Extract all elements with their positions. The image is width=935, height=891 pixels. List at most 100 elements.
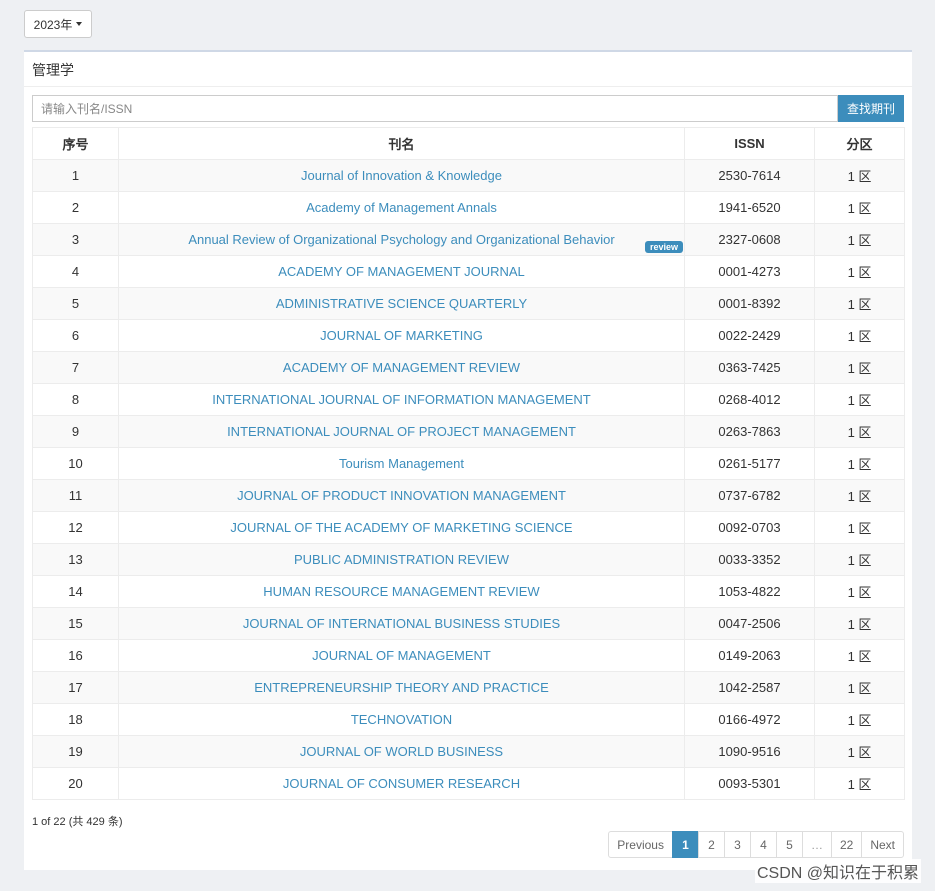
- table-row: 1 Journal of Innovation & Knowledge 2530-7…: [32, 159, 905, 192]
- row-journal-cell: ENTREPRENEURSHIP THEORY AND PRACTICE: [118, 671, 685, 704]
- journal-link[interactable]: ACADEMY OF MANAGEMENT JOURNAL: [278, 264, 525, 279]
- row-issn: 0001-4273: [684, 255, 815, 288]
- journal-link[interactable]: PUBLIC ADMINISTRATION REVIEW: [293, 552, 509, 567]
- journal-link[interactable]: INTERNATIONAL JOURNAL OF PROJECT MANAGEM…: [227, 424, 576, 439]
- header-journal-name: 刊名: [118, 127, 685, 160]
- table-row: 12 JOURNAL OF THE ACADEMY OF MARKETING SC…: [32, 511, 905, 544]
- journal-link[interactable]: Tourism Management: [339, 456, 464, 471]
- table-header-row: 序号 刊名 ISSN 分区: [32, 127, 905, 160]
- pagination-previous[interactable]: Previous: [608, 831, 673, 858]
- row-zone: 1 区: [814, 383, 905, 416]
- row-issn: 0022-2429: [684, 319, 815, 352]
- row-zone: 1 区: [814, 351, 905, 384]
- table-row: 4 ACADEMY OF MANAGEMENT JOURNAL 0001-4273 1…: [32, 255, 905, 288]
- row-issn: 0033-3352: [684, 543, 815, 576]
- table-row: 13 PUBLIC ADMINISTRATION REVIEW 0033-3352 1…: [32, 543, 905, 576]
- journal-link[interactable]: JOURNAL OF MANAGEMENT: [312, 648, 491, 663]
- journal-link[interactable]: ADMINISTRATIVE SCIENCE QUARTERLY: [275, 296, 528, 311]
- journal-link[interactable]: Journal of Innovation & Knowledge: [301, 168, 502, 183]
- row-journal-cell: JOURNAL OF INTERNATIONAL BUSINESS STUDIE…: [118, 607, 685, 640]
- journal-table: 序号 刊名 ISSN 分区 1 Journal of Innovation & K…: [32, 127, 905, 800]
- row-journal-cell: Tourism Management: [118, 447, 685, 480]
- row-index: 12: [32, 511, 119, 544]
- header-zone: 分区: [814, 127, 905, 160]
- journal-panel: 管理学 查找期刊 序号 刊名 ISSN 分区 1 Journal of Innov…: [24, 50, 912, 870]
- row-index: 15: [32, 607, 119, 640]
- pagination-ellipsis: …: [801, 831, 832, 858]
- review-badge: review: [644, 241, 683, 253]
- row-zone: 1 区: [814, 511, 905, 544]
- row-journal-cell: JOURNAL OF PRODUCT INNOVATION MANAGEMENT: [118, 479, 685, 512]
- row-issn: 1053-4822: [684, 575, 815, 608]
- pagination-page-3[interactable]: 3: [723, 831, 751, 858]
- journal-link[interactable]: ACADEMY OF MANAGEMENT REVIEW: [282, 360, 521, 375]
- table-row: 8 INTERNATIONAL JOURNAL OF INFORMATION MA…: [32, 383, 905, 416]
- journal-link[interactable]: HUMAN RESOURCE MANAGEMENT REVIEW: [263, 584, 540, 599]
- row-issn: 2327-0608: [684, 223, 815, 256]
- pagination-page-2[interactable]: 2: [697, 831, 725, 858]
- table-row: 9 INTERNATIONAL JOURNAL OF PROJECT MANAGE…: [32, 415, 905, 448]
- row-journal-cell: JOURNAL OF THE ACADEMY OF MARKETING SCIE…: [118, 511, 685, 544]
- pagination-page-4[interactable]: 4: [749, 831, 777, 858]
- row-zone: 1 区: [814, 575, 905, 608]
- journal-link[interactable]: ENTREPRENEURSHIP THEORY AND PRACTICE: [254, 680, 549, 695]
- row-index: 5: [32, 287, 119, 320]
- row-issn: 0001-8392: [684, 287, 815, 320]
- row-index: 11: [32, 479, 119, 512]
- header-issn: ISSN: [684, 127, 815, 160]
- table-row: 5 ADMINISTRATIVE SCIENCE QUARTERLY 0001-83…: [32, 287, 905, 320]
- row-issn: 0363-7425: [684, 351, 815, 384]
- pagination-page-1[interactable]: 1: [671, 831, 699, 858]
- journal-link[interactable]: TECHNOVATION: [350, 712, 453, 727]
- row-index: 8: [32, 383, 119, 416]
- row-issn: 0263-7863: [684, 415, 815, 448]
- journal-link[interactable]: JOURNAL OF PRODUCT INNOVATION MANAGEMENT: [237, 488, 566, 503]
- row-issn: 0261-5177: [684, 447, 815, 480]
- row-zone: 1 区: [814, 639, 905, 672]
- search-input[interactable]: [32, 95, 838, 122]
- row-journal-cell: INTERNATIONAL JOURNAL OF INFORMATION MAN…: [118, 383, 685, 416]
- pagination: Previous 1 2 3 4 5 … 22 Next: [608, 831, 904, 858]
- row-issn: 0268-4012: [684, 383, 815, 416]
- search-button[interactable]: 查找期刊: [838, 95, 904, 122]
- journal-link[interactable]: JOURNAL OF MARKETING: [320, 328, 483, 343]
- row-journal-cell: TECHNOVATION: [118, 703, 685, 736]
- journal-link[interactable]: INTERNATIONAL JOURNAL OF INFORMATION MAN…: [212, 392, 591, 407]
- journal-link[interactable]: JOURNAL OF WORLD BUSINESS: [299, 744, 504, 759]
- caret-down-icon: [76, 22, 83, 26]
- row-journal-cell: ACADEMY OF MANAGEMENT JOURNAL: [118, 255, 685, 288]
- row-index: 16: [32, 639, 119, 672]
- row-zone: 1 区: [814, 767, 905, 800]
- row-zone: 1 区: [814, 543, 905, 576]
- row-journal-cell: PUBLIC ADMINISTRATION REVIEW: [118, 543, 685, 576]
- year-dropdown-label: 2023年: [33, 17, 73, 32]
- pagination-page-22[interactable]: 22: [830, 831, 863, 858]
- row-zone: 1 区: [814, 415, 905, 448]
- row-index: 4: [32, 255, 119, 288]
- row-issn: 0166-4972: [684, 703, 815, 736]
- table-row: 18 TECHNOVATION 0166-4972 1 区: [32, 703, 905, 736]
- journal-link[interactable]: Academy of Management Annals: [306, 200, 497, 215]
- journal-link[interactable]: JOURNAL OF CONSUMER RESEARCH: [282, 776, 521, 791]
- panel-divider: [24, 86, 912, 87]
- journal-link[interactable]: JOURNAL OF INTERNATIONAL BUSINESS STUDIE…: [242, 616, 561, 631]
- table-row: 19 JOURNAL OF WORLD BUSINESS 1090-9516 1 区: [32, 735, 905, 768]
- row-journal-cell: Academy of Management Annals: [118, 191, 685, 224]
- row-index: 10: [32, 447, 119, 480]
- row-issn: 0092-0703: [684, 511, 815, 544]
- row-index: 17: [32, 671, 119, 704]
- row-journal-cell: Annual Review of Organizational Psycholo…: [118, 223, 685, 256]
- table-row: 15 JOURNAL OF INTERNATIONAL BUSINESS STUD…: [32, 607, 905, 640]
- row-journal-cell: JOURNAL OF CONSUMER RESEARCH: [118, 767, 685, 800]
- pagination-page-5[interactable]: 5: [775, 831, 803, 858]
- journal-link[interactable]: JOURNAL OF THE ACADEMY OF MARKETING SCIE…: [230, 520, 573, 535]
- table-row: 2 Academy of Management Annals 1941-6520 1 …: [32, 191, 905, 224]
- journal-link[interactable]: Annual Review of Organizational Psycholo…: [188, 232, 615, 247]
- row-index: 20: [32, 767, 119, 800]
- row-journal-cell: ACADEMY OF MANAGEMENT REVIEW: [118, 351, 685, 384]
- page-info: 1 of 22 (共 429 条): [32, 816, 123, 828]
- table-row: 10 Tourism Management 0261-5177 1 区: [32, 447, 905, 480]
- table-row: 7 ACADEMY OF MANAGEMENT REVIEW 0363-7425 1 …: [32, 351, 905, 384]
- year-dropdown-button[interactable]: 2023年: [24, 10, 92, 38]
- pagination-next[interactable]: Next: [861, 831, 904, 858]
